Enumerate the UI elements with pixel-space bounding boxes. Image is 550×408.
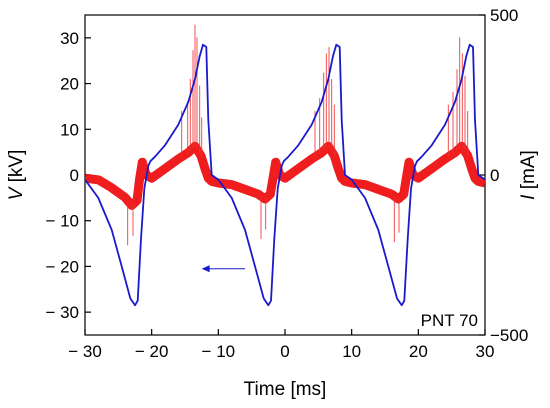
sample-annotation: PNT 70 [421,311,478,330]
x-tick-label: 30 [476,342,495,361]
y-right-axis-label: I [mA] [518,150,539,200]
y-left-axis-unit: [kV] [6,150,27,188]
x-tick-label: − 10 [202,342,236,361]
x-tick-label: − 20 [135,342,169,361]
y-left-tick-label: − 20 [45,257,79,276]
y-left-axis-symbol: V [6,185,27,200]
x-tick-label: 0 [280,342,289,361]
y-right-axis-symbol: I [518,194,539,200]
y-left-tick-label: 20 [60,75,79,94]
y-left-tick-label: − 10 [45,212,79,231]
x-tick-label: 10 [342,342,361,361]
y-left-tick-label: 10 [60,120,79,139]
axis-arrow-head [201,265,210,273]
y-right-tick-label: −500 [490,326,528,345]
x-tick-label: 20 [409,342,428,361]
ticks-layer: − 30− 20− 10 0 10 20 30− 30− 20− 100102030−5… [45,6,528,361]
y-right-axis-unit: [mA] [518,150,539,194]
voltage-series-line [85,43,485,307]
arrow-layer [201,265,245,273]
series-layer [85,24,485,307]
y-left-tick-label: 30 [60,29,79,48]
x-axis-label: Time [ms] [244,379,327,400]
x-tick-label: − 30 [68,342,102,361]
y-right-tick-label: 500 [490,6,518,25]
y-left-tick-label: 0 [70,166,79,185]
y-right-tick-label: 0 [490,166,499,185]
current-series-line [85,141,485,210]
y-left-tick-label: − 30 [45,303,79,322]
y-left-axis-label: V [kV] [6,150,27,201]
